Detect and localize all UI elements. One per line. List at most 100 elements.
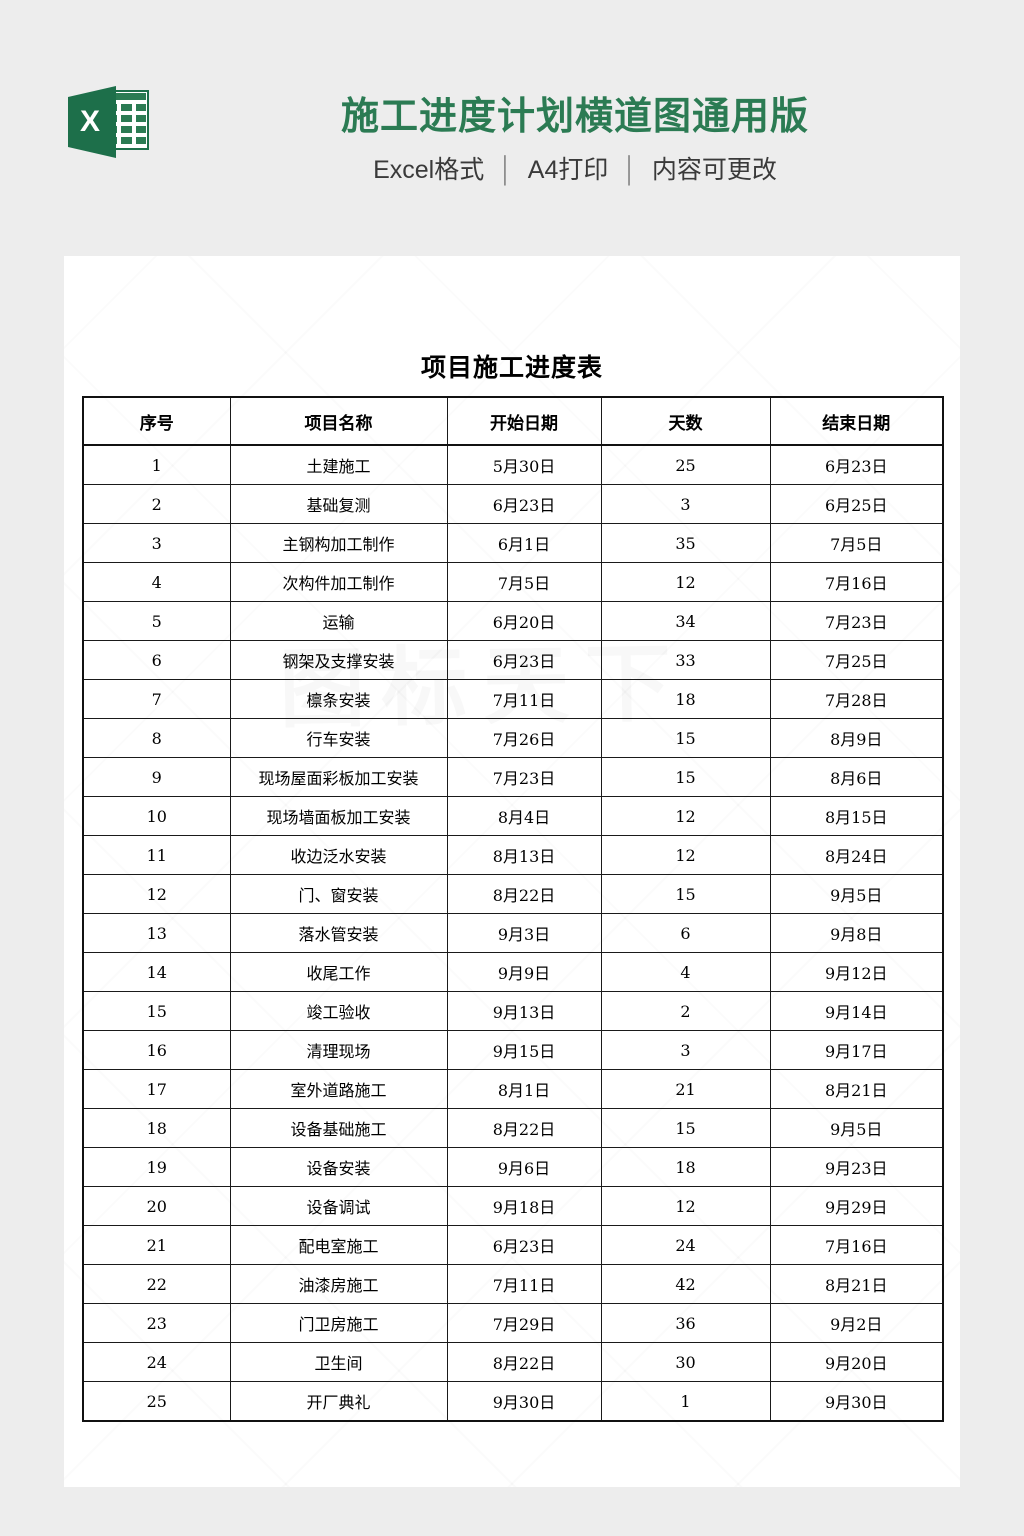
cell-name: 主钢构加工制作 [229,523,448,563]
cell-end-date: 9月14日 [769,991,944,1031]
cell-end-date: 9月5日 [769,874,944,914]
cell-start-date: 6月23日 [446,1225,602,1265]
cell-name: 设备安装 [229,1147,448,1187]
cell-name: 设备调试 [229,1186,448,1226]
table-row: 15 竣工验收 9月13日 2 9月14日 [82,991,944,1031]
cell-name: 现场墙面板加工安装 [229,796,448,836]
cell-no: 16 [82,1030,231,1070]
cell-start-date: 8月22日 [446,1342,602,1382]
table-row: 1 土建施工 5月30日 25 6月23日 [82,444,944,485]
cell-end-date: 9月29日 [769,1186,944,1226]
cell-name: 现场屋面彩板加工安装 [229,757,448,797]
cell-days: 12 [600,1186,771,1226]
promo-subtitle-separator-1: │ [498,156,514,184]
cell-name: 收尾工作 [229,952,448,992]
table-row: 25 开厂典礼 9月30日 1 9月30日 [82,1381,944,1422]
cell-name: 落水管安装 [229,913,448,953]
cell-days: 24 [600,1225,771,1265]
cell-name: 土建施工 [229,444,448,485]
cell-days: 30 [600,1342,771,1382]
cell-end-date: 6月23日 [769,444,944,485]
cell-end-date: 7月23日 [769,601,944,641]
promo-subtitle-separator-2: │ [622,156,638,184]
cell-no: 8 [82,718,231,758]
promo-title: 施工进度计划横道图通用版 [340,96,809,138]
table-row: 10 现场墙面板加工安装 8月4日 12 8月15日 [82,796,944,836]
cell-end-date: 7月16日 [769,562,944,602]
table-row: 2 基础复测 6月23日 3 6月25日 [82,484,944,524]
table-row: 6 钢架及支撑安装 6月23日 33 7月25日 [82,640,944,680]
cell-end-date: 8月6日 [769,757,944,797]
schedule-table-container: 序号 项目名称 开始日期 天数 结束日期 1 土建施工 5月30日 25 6月23日 2 基… [82,396,944,1422]
cell-start-date: 6月20日 [446,601,602,641]
table-row: 17 室外道路施工 8月1日 21 8月21日 [82,1069,944,1109]
cell-start-date: 5月30日 [446,444,602,485]
cell-name: 次构件加工制作 [229,562,448,602]
cell-end-date: 8月21日 [769,1264,944,1304]
cell-start-date: 6月23日 [446,484,602,524]
cell-no: 3 [82,523,231,563]
cell-end-date: 9月12日 [769,952,944,992]
cell-no: 20 [82,1186,231,1226]
cell-no: 1 [82,444,231,485]
cell-no: 23 [82,1303,231,1343]
cell-start-date: 9月13日 [446,991,602,1031]
column-header-days: 天数 [600,396,771,446]
cell-start-date: 7月26日 [446,718,602,758]
cell-no: 19 [82,1147,231,1187]
cell-days: 2 [600,991,771,1031]
cell-end-date: 7月5日 [769,523,944,563]
promo-subtitle-part-3: 内容可更改 [651,156,777,184]
cell-end-date: 7月25日 [769,640,944,680]
cell-days: 25 [600,444,771,485]
cell-end-date: 9月8日 [769,913,944,953]
cell-days: 6 [600,913,771,953]
cell-no: 18 [82,1108,231,1148]
cell-no: 7 [82,679,231,719]
cell-days: 18 [600,1147,771,1187]
cell-start-date: 7月5日 [446,562,602,602]
cell-name: 设备基础施工 [229,1108,448,1148]
cell-name: 竣工验收 [229,991,448,1031]
cell-name: 行车安装 [229,718,448,758]
cell-end-date: 9月5日 [769,1108,944,1148]
cell-days: 12 [600,835,771,875]
cell-name: 钢架及支撑安装 [229,640,448,680]
cell-no: 25 [82,1381,231,1422]
promo-subtitle: Excel格式 │ A4打印 │ 内容可更改 [180,154,970,187]
table-row: 3 主钢构加工制作 6月1日 35 7月5日 [82,523,944,563]
schedule-table: 序号 项目名称 开始日期 天数 结束日期 1 土建施工 5月30日 25 6月23日 2 基… [82,396,944,1422]
cell-name: 门卫房施工 [229,1303,448,1343]
table-row: 12 门、窗安装 8月22日 15 9月5日 [82,874,944,914]
cell-start-date: 9月18日 [446,1186,602,1226]
cell-start-date: 9月30日 [446,1381,602,1422]
column-header-end: 结束日期 [769,396,944,446]
cell-start-date: 9月6日 [446,1147,602,1187]
table-row: 8 行车安装 7月26日 15 8月9日 [82,718,944,758]
cell-no: 9 [82,757,231,797]
cell-no: 13 [82,913,231,953]
cell-days: 15 [600,757,771,797]
cell-start-date: 8月22日 [446,874,602,914]
cell-days: 42 [600,1264,771,1304]
cell-start-date: 9月9日 [446,952,602,992]
table-row: 16 清理现场 9月15日 3 9月17日 [82,1030,944,1070]
cell-no: 21 [82,1225,231,1265]
cell-start-date: 7月29日 [446,1303,602,1343]
cell-end-date: 8月9日 [769,718,944,758]
cell-end-date: 8月15日 [769,796,944,836]
table-header: 序号 项目名称 开始日期 天数 结束日期 [82,396,944,446]
cell-name: 开厂典礼 [229,1381,448,1422]
cell-name: 室外道路施工 [229,1069,448,1109]
cell-no: 10 [82,796,231,836]
table-row: 14 收尾工作 9月9日 4 9月12日 [82,952,944,992]
cell-start-date: 9月15日 [446,1030,602,1070]
cell-no: 4 [82,562,231,602]
cell-start-date: 7月23日 [446,757,602,797]
cell-end-date: 9月20日 [769,1342,944,1382]
column-header-start: 开始日期 [446,396,602,446]
cell-start-date: 6月1日 [446,523,602,563]
cell-days: 3 [600,484,771,524]
table-row: 20 设备调试 9月18日 12 9月29日 [82,1186,944,1226]
cell-no: 12 [82,874,231,914]
